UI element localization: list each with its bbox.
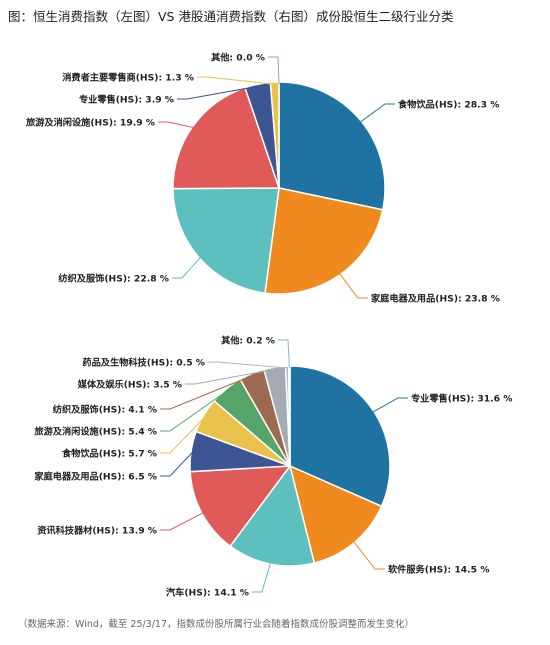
leader-line xyxy=(359,103,395,123)
leader-line xyxy=(268,56,280,85)
slice-label: 其他: 0.2 % xyxy=(221,335,275,347)
pie-slice xyxy=(172,187,280,294)
pie-chart-bottom: 专业零售(HS): 31.6 % 软件服务(HS): 14.5 % 汽车(HS): … xyxy=(33,335,512,599)
slice-label: 纺织及服饰(HS): 4.1 % xyxy=(53,404,157,416)
leader-line xyxy=(352,540,385,570)
leader-line xyxy=(252,561,272,593)
leader-line xyxy=(371,397,408,413)
pie-chart-top: 食物饮品(HS): 28.3 % 家庭电器及用品(HS): 23.8 % 纺织及服饰… xyxy=(25,52,500,305)
slice-label: 专业零售(HS): 31.6 % xyxy=(411,393,512,405)
leader-line xyxy=(177,85,258,100)
slice-label: 纺织及服饰(HS): 22.8 % xyxy=(58,273,169,285)
slice-label: 旅游及消闲设施(HS): 19.9 % xyxy=(25,117,155,129)
leader-line xyxy=(160,375,253,410)
leader-line xyxy=(172,256,202,279)
slice-label: 旅游及消闲设施(HS): 5.4 % xyxy=(33,426,157,438)
leader-line xyxy=(160,416,206,454)
source-note: （数据来源：Wind，截至 25/3/17，指数成份股所属行业会随着指数成份股调… xyxy=(18,619,415,630)
leader-line xyxy=(338,272,368,299)
chart-title: 图：恒生消费指数（左图）VS 港股通消费指数（右图）成份股恒生二级行业分类 xyxy=(8,9,454,24)
leader-line xyxy=(158,121,195,129)
slice-label: 家庭电器及用品(HS): 6.5 % xyxy=(34,471,157,483)
leader-line xyxy=(160,390,228,432)
slice-label: 食物饮品(HS): 28.3 % xyxy=(397,99,499,111)
slice-label: 软件服务(HS): 14.5 % xyxy=(388,564,489,576)
slice-label: 食物饮品(HS): 5.7 % xyxy=(61,448,157,460)
leader-line xyxy=(160,511,204,531)
leader-line xyxy=(197,76,275,85)
leader-line xyxy=(208,361,288,369)
slice-label: 药品及生物科技(HS): 0.5 % xyxy=(82,357,205,369)
leader-line xyxy=(278,339,290,369)
slice-label: 媒体及娱乐(HS): 3.5 % xyxy=(77,379,182,391)
leader-line xyxy=(160,451,194,477)
slice-label: 其他: 0.0 % xyxy=(211,52,265,64)
slice-label: 资讯科技器材(HS): 13.9 % xyxy=(37,525,157,537)
leader-line xyxy=(185,368,276,385)
slice-label: 汽车(HS): 14.1 % xyxy=(166,587,249,599)
slice-label: 专业零售(HS): 3.9 % xyxy=(79,94,174,106)
slice-label: 消费者主要零售商(HS): 1.3 % xyxy=(62,72,194,84)
pie-slice xyxy=(172,86,281,190)
slice-label: 家庭电器及用品(HS): 23.8 % xyxy=(371,293,500,305)
